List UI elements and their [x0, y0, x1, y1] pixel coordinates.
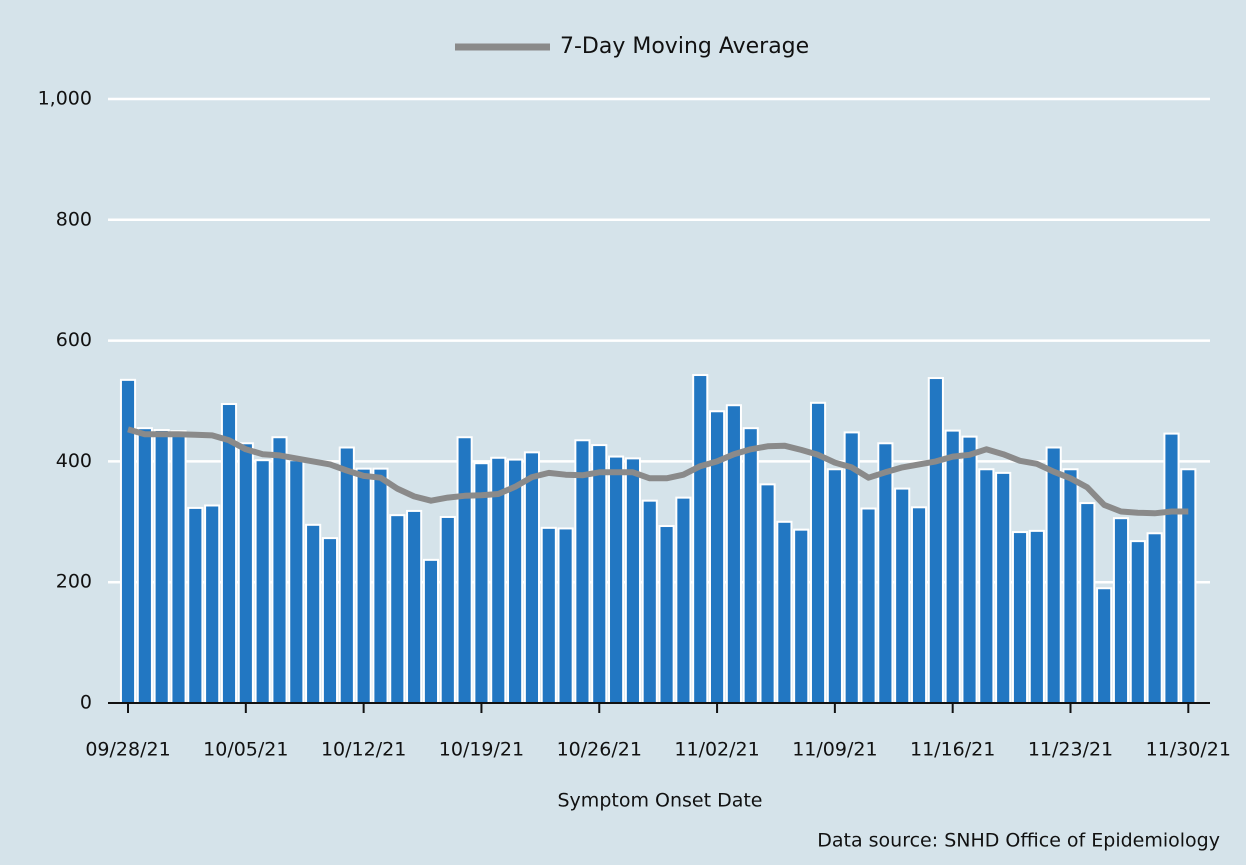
- bar: [523, 451, 541, 704]
- bar: [321, 537, 339, 704]
- bar: [204, 504, 221, 704]
- bar: [389, 514, 406, 704]
- x-tick-label: 10/26/21: [557, 739, 642, 761]
- bar: [153, 428, 170, 704]
- x-tick-label: 11/23/21: [1028, 739, 1113, 761]
- bar: [1146, 532, 1163, 704]
- bar: [624, 457, 641, 704]
- bar: [372, 467, 389, 705]
- bar: [540, 526, 557, 705]
- bar: [288, 459, 305, 704]
- bar: [422, 558, 440, 704]
- x-tick-label: 09/28/21: [85, 739, 170, 761]
- bar: [1011, 531, 1029, 704]
- bar: [692, 374, 709, 704]
- bar: [473, 462, 490, 704]
- bar: [927, 377, 944, 704]
- y-tick-label: 600: [56, 329, 92, 351]
- bar: [742, 427, 759, 704]
- bar: [641, 499, 658, 704]
- x-tick-label: 11/09/21: [792, 739, 877, 761]
- source-note: Data source: SNHD Office of Epidemiology: [817, 830, 1220, 852]
- bar: [237, 442, 254, 704]
- bar: [574, 439, 591, 704]
- x-axis-label: Symptom Onset Date: [558, 790, 763, 812]
- x-tick-label: 11/16/21: [910, 739, 995, 761]
- bar: [877, 442, 894, 704]
- bar: [675, 496, 692, 705]
- bar: [187, 506, 204, 704]
- bar: [136, 427, 153, 704]
- x-tick-label: 11/30/21: [1146, 739, 1231, 761]
- bar: [507, 458, 524, 705]
- bar: [439, 515, 456, 705]
- bar: [170, 430, 187, 704]
- y-tick-label: 800: [56, 208, 92, 230]
- bar: [658, 525, 675, 705]
- y-tick-label: 1,000: [38, 88, 92, 110]
- bar: [894, 487, 911, 704]
- x-tick-label: 10/12/21: [321, 739, 406, 761]
- bar: [995, 471, 1012, 704]
- bar: [1129, 540, 1146, 704]
- bar: [708, 410, 726, 704]
- bar: [1112, 517, 1130, 705]
- bar: [860, 507, 877, 704]
- y-tick-label: 400: [56, 450, 92, 472]
- bar: [826, 468, 843, 705]
- legend-label: 7-Day Moving Average: [560, 34, 809, 59]
- bar: [1062, 468, 1079, 705]
- bar: [910, 506, 928, 704]
- y-tick-label: 200: [56, 571, 92, 593]
- bar: [406, 509, 423, 705]
- bar: [961, 435, 978, 704]
- bar: [305, 523, 322, 704]
- x-tick-label: 11/02/21: [674, 739, 759, 761]
- bar: [591, 444, 608, 704]
- bar: [1163, 432, 1180, 704]
- x-tick-label: 10/05/21: [203, 739, 288, 761]
- bar: [776, 520, 793, 704]
- bar: [338, 446, 355, 704]
- bar: [608, 455, 625, 704]
- bar: [220, 403, 238, 704]
- bar: [944, 429, 961, 704]
- bar: [271, 436, 288, 704]
- x-tick-label: 10/19/21: [439, 739, 524, 761]
- bar: [1180, 468, 1197, 705]
- bar: [355, 467, 372, 705]
- bar: [557, 527, 574, 704]
- bar: [793, 528, 810, 704]
- bar: [809, 401, 827, 704]
- bar: [759, 483, 776, 704]
- bar: [978, 468, 995, 705]
- bar: [1028, 529, 1045, 704]
- bar: [1079, 502, 1096, 704]
- y-tick-label: 0: [80, 692, 92, 714]
- bar: [1045, 446, 1062, 704]
- bar: [1096, 587, 1113, 704]
- bar: [456, 436, 473, 704]
- line: [127, 426, 1189, 517]
- bar: [254, 459, 271, 704]
